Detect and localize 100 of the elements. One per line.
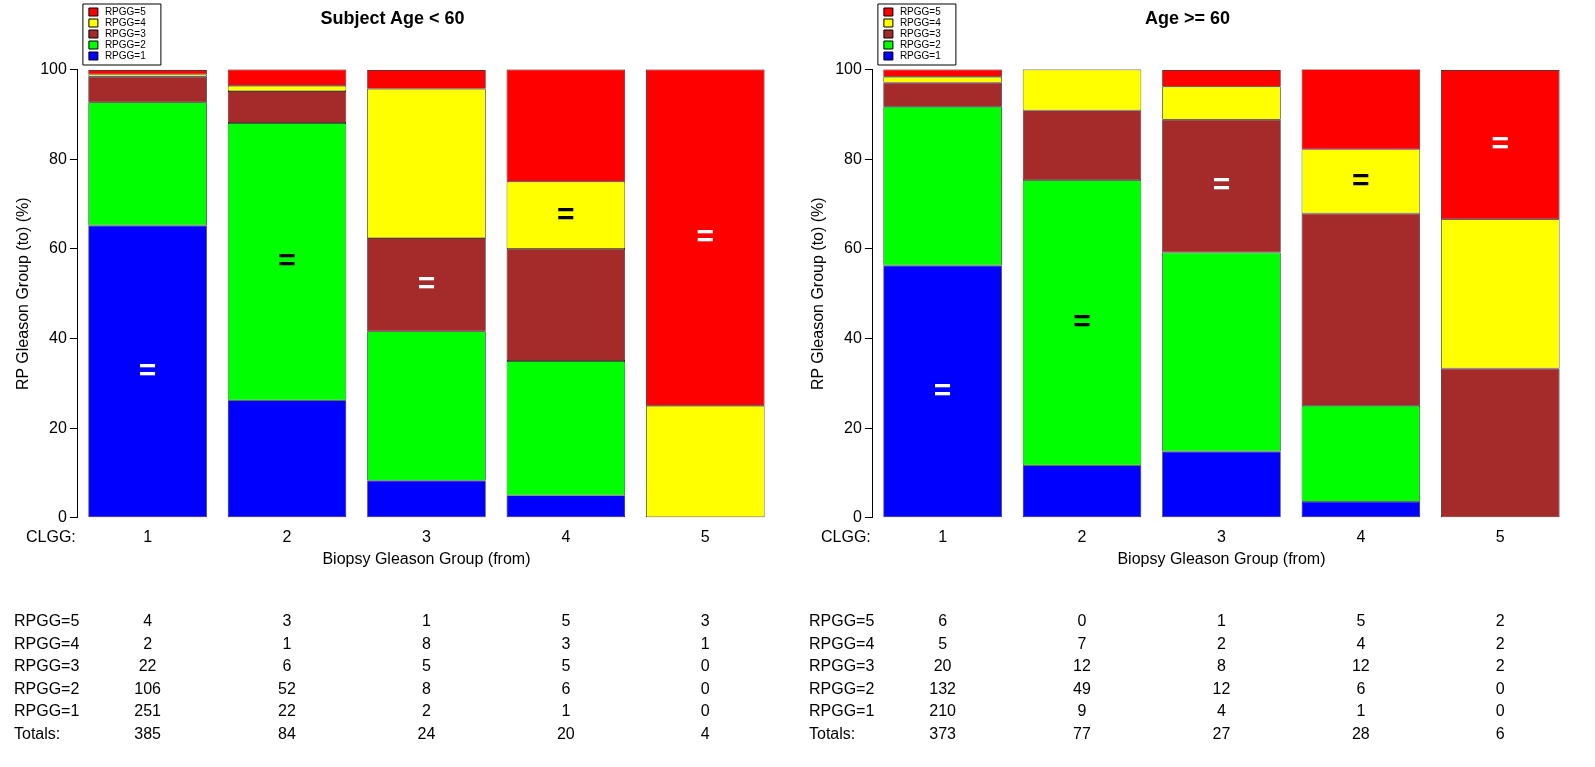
- data-label: 2: [97, 634, 198, 657]
- data-label: 22: [97, 657, 198, 680]
- y-tick-label: 40: [844, 328, 862, 346]
- y-axis-title: RP Gleason Group (to) (%): [809, 197, 827, 391]
- y-tick-label: RPGG=2: [809, 679, 875, 698]
- data-label: 0: [655, 657, 756, 680]
- data-label: 0: [655, 679, 756, 702]
- legend-label: RPGG=2: [899, 38, 942, 50]
- data-label: 12: [1310, 657, 1411, 680]
- annotation: =: [1073, 304, 1091, 338]
- y-tick-label: RPGG=3: [809, 657, 875, 675]
- data-label: 24: [376, 724, 477, 747]
- x-tick-label: 1: [143, 527, 153, 545]
- data-label: 49: [1032, 679, 1133, 702]
- data-label: 385: [97, 724, 198, 747]
- x-tick-label: 3: [1216, 527, 1226, 545]
- data-label: 6: [892, 612, 993, 635]
- annotation: =: [138, 352, 157, 386]
- data-label: 251: [97, 702, 198, 725]
- annotation: =: [417, 266, 436, 299]
- y-tick-label: RPGG=4: [14, 634, 80, 653]
- data-label: 0: [1450, 679, 1551, 702]
- data-label: 5: [892, 634, 993, 657]
- x-tick-label: 3: [421, 527, 431, 545]
- data-label: 106: [97, 679, 198, 702]
- data-label: 12: [1032, 657, 1133, 680]
- data-label: 5: [515, 612, 616, 635]
- y-tick-label: 20: [49, 418, 67, 436]
- data-label: 3: [515, 634, 616, 657]
- y-tick-label: 80: [844, 149, 862, 167]
- legend-label: RPGG=3: [899, 27, 942, 39]
- annotation: =: [1491, 125, 1510, 159]
- data-label: 27: [1171, 724, 1272, 747]
- annotation: =: [1352, 162, 1370, 196]
- data-label: 8: [376, 634, 477, 657]
- data-label: 4: [655, 724, 756, 747]
- data-label: 2: [1450, 634, 1551, 657]
- legend-label: RPGG=4: [104, 16, 147, 28]
- data-label: 8: [1171, 657, 1272, 680]
- data-label: 3: [237, 612, 338, 635]
- annotation: =: [933, 372, 952, 406]
- legend-label: RPGG=5: [104, 5, 147, 17]
- chart-title: Subject Age < 60: [320, 7, 465, 28]
- y-tick-label: 60: [844, 239, 862, 257]
- x-tick-label: 1: [938, 527, 948, 545]
- data-label: 77: [1032, 724, 1133, 747]
- data-label: 3: [655, 612, 756, 635]
- data-label: 2: [1450, 612, 1551, 635]
- data-label: 0: [1032, 612, 1133, 635]
- data-label: 12: [1171, 679, 1272, 702]
- data-label: 0: [1450, 702, 1551, 725]
- x-tick-label: 2: [1077, 527, 1087, 545]
- data-label: 2: [1171, 634, 1272, 657]
- annotation: =: [557, 196, 575, 230]
- data-label: 5: [515, 657, 616, 680]
- data-label: 1: [1310, 702, 1411, 725]
- data-label: 6: [1310, 679, 1411, 702]
- data-label: 28: [1310, 724, 1411, 747]
- legend-label: RPGG=1: [899, 49, 942, 61]
- data-label: 52: [237, 679, 338, 702]
- data-label: 1: [655, 634, 756, 657]
- data-label: 7: [1032, 634, 1133, 657]
- annotation: =: [696, 218, 715, 252]
- data-label: 84: [237, 724, 338, 747]
- data-label: 6: [515, 679, 616, 702]
- y-tick-label: 0: [852, 508, 862, 526]
- y-axis-title: RP Gleason Group (to) (%): [14, 197, 32, 391]
- y-tick-label: Totals:: [14, 724, 61, 743]
- x-tick-label: 4: [561, 527, 571, 545]
- chart-title: Age >= 60: [1144, 7, 1231, 28]
- data-label: 20: [892, 657, 993, 680]
- legend-label: RPGG=3: [104, 27, 147, 39]
- data-label: 4: [1171, 702, 1272, 725]
- data-label: 5: [376, 657, 477, 680]
- y-tick-label: RPGG=3: [14, 657, 80, 675]
- y-tick-label: 100: [835, 60, 862, 78]
- annotation: =: [1212, 167, 1231, 201]
- y-tick-label: 0: [57, 508, 67, 526]
- data-label: 4: [1310, 634, 1411, 657]
- y-tick-label: RPGG=5: [809, 612, 875, 630]
- x-tick-label: 5: [700, 527, 710, 545]
- data-label: 0: [655, 702, 756, 725]
- legend-label: RPGG=2: [104, 38, 147, 50]
- data-label: 1: [515, 702, 616, 725]
- text: CLGG:: [26, 528, 76, 546]
- data-label: 6: [237, 657, 338, 680]
- data-label: 132: [892, 679, 993, 702]
- y-tick-label: 60: [49, 239, 67, 257]
- y-tick-label: RPGG=2: [14, 679, 80, 698]
- data-label: 9: [1032, 702, 1133, 725]
- data-label: 22: [237, 702, 338, 725]
- data-label: 2: [1450, 657, 1551, 680]
- data-label: 210: [892, 702, 993, 725]
- data-label: 5: [1310, 612, 1411, 635]
- legend-label: RPGG=4: [899, 16, 942, 28]
- y-tick-label: 40: [49, 328, 67, 346]
- y-tick-label: RPGG=1: [809, 702, 875, 720]
- y-tick-label: 100: [40, 60, 67, 78]
- data-label: 4: [97, 612, 198, 635]
- data-label: 6: [1450, 724, 1551, 747]
